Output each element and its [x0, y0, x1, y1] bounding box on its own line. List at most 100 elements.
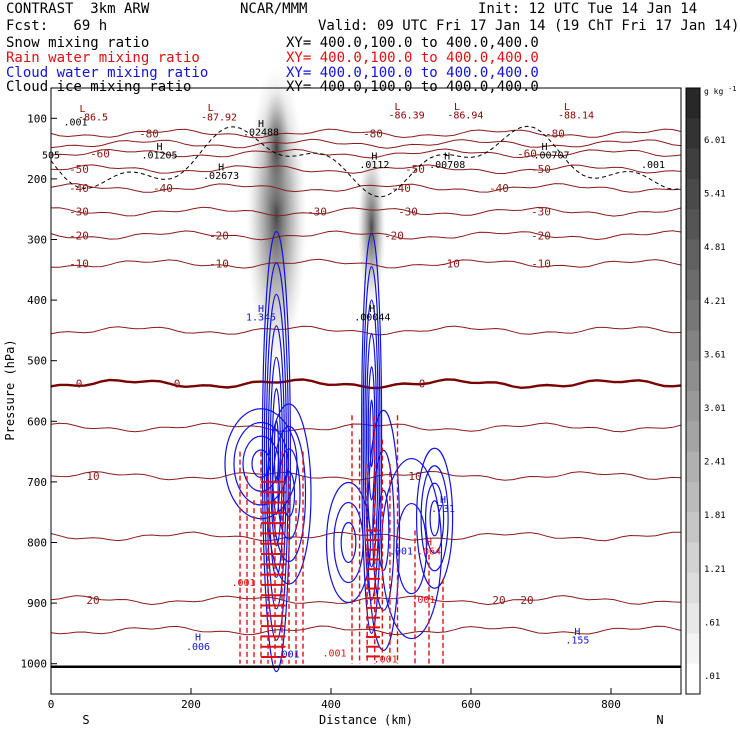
x-tick-label: 600: [461, 698, 481, 711]
temperature-contour-label: -80: [139, 127, 159, 140]
temperature-contour-label: -40: [391, 182, 411, 195]
contour-annotation: -88.14: [558, 110, 594, 121]
temperature-contour-label: -40: [489, 182, 509, 195]
legend-rain-label: Rain water mixing ratio: [6, 50, 200, 66]
temperature-contour-label: 20: [520, 594, 533, 607]
contour-annotation: .001: [322, 648, 346, 659]
contour-annotation: H: [440, 495, 446, 506]
cloud-water-contour: [380, 457, 443, 640]
x-end-left: S: [82, 713, 89, 727]
contour-annotation: .02673: [203, 171, 239, 182]
x-axis-label: Distance (km): [319, 713, 413, 727]
y-tick-label: 500: [27, 355, 47, 368]
y-axis-label: Pressure (hPa): [3, 339, 17, 440]
contour-annotation: H: [369, 304, 375, 315]
colorbar-label: .61: [704, 618, 720, 628]
cloud-water-contour: [395, 502, 428, 595]
temperature-contour-label: 10: [86, 470, 99, 483]
y-tick-label: 100: [27, 112, 47, 125]
temperature-contour-label: -10: [531, 258, 551, 271]
x-end-right: N: [656, 713, 663, 727]
temperature-contour-label: -60: [90, 147, 110, 160]
temperature-contour-label: -40: [69, 182, 89, 195]
colorbar-label: 4.21: [704, 297, 726, 307]
contour-annotation: 1.345: [246, 313, 276, 324]
contour-annotation: .064: [417, 547, 441, 558]
temperature-contour-label: 0: [76, 378, 83, 391]
contour-annotation: .001: [374, 654, 398, 665]
temperature-contour-label: -30: [531, 206, 551, 219]
cloud-water-contour: [420, 465, 449, 572]
contour-annotation: H: [426, 538, 432, 549]
contour-annotation: L: [454, 102, 460, 113]
temperature-contour-label: -30: [398, 206, 418, 219]
colorbar-swatch: [686, 603, 700, 634]
colorbar-swatch: [686, 360, 700, 392]
x-tick-label: 800: [601, 698, 621, 711]
temperature-contour-label: -80: [363, 127, 383, 140]
colorbar-swatch: [686, 118, 700, 150]
colorbar-swatch: [686, 239, 700, 271]
temperature-contour-label: -20: [531, 229, 551, 242]
contour-annotation: .001: [231, 578, 255, 589]
temperature-contour-label: 20: [86, 594, 99, 607]
legend-cloud-water-label: Cloud water mixing ratio: [6, 65, 209, 81]
cloud-water-contour: [364, 299, 379, 568]
temperature-contour: [50, 128, 682, 139]
contour-annotation: .155: [565, 636, 589, 647]
contour-annotation: .001: [389, 547, 413, 558]
snow-plume-main-core: [262, 88, 291, 209]
colorbar-unit: g kg -1: [704, 85, 737, 96]
temperature-contour: [50, 148, 682, 159]
colorbar-swatch: [686, 178, 700, 210]
y-tick-label: 800: [27, 537, 47, 550]
colorbar-swatch: [686, 88, 700, 119]
contour-annotation: -86.5: [78, 113, 108, 124]
contour-annotation: H: [371, 152, 377, 163]
cloud-water-contour: [340, 521, 357, 564]
cloud-water-contour: [271, 388, 281, 516]
colorbar-label: 2.41: [704, 458, 726, 468]
y-tick-label: 400: [27, 294, 47, 307]
contour-annotation: .02488: [243, 127, 279, 138]
cloud-water-contour: [362, 266, 381, 601]
colorbar-swatch: [686, 269, 700, 301]
temperature-contour-label: -10: [69, 258, 89, 271]
cloud-water-contour: [267, 325, 285, 578]
legend-rain-xy: XY= 400.0,100.0 to 400.0,400.0: [286, 50, 539, 66]
colorbar-label: 1.81: [704, 511, 726, 521]
contour-annotation: H: [258, 119, 264, 130]
contour-annotation: .00708: [429, 160, 465, 171]
temperature-contour-label: -50: [405, 163, 425, 176]
temperature-contour: [50, 378, 682, 390]
colorbar-label: 6.01: [704, 136, 726, 146]
colorbar-swatch: [686, 148, 700, 180]
contour-annotation: H: [574, 627, 580, 638]
temperature-contour: [50, 325, 682, 336]
contour-annotation: -86.94: [447, 110, 483, 121]
contour-annotation: -87.92: [201, 113, 237, 124]
temperature-contour: [50, 470, 682, 481]
y-tick-label: 1000: [21, 658, 48, 671]
contour-annotation: L: [564, 102, 570, 113]
x-tick-label: 400: [321, 698, 341, 711]
temperature-contour-label: -50: [69, 163, 89, 176]
temperature-contour: [50, 422, 682, 433]
y-tick-label: 900: [27, 597, 47, 610]
cloud-water-contour: [366, 332, 378, 535]
colorbar-swatch: [686, 663, 700, 695]
contour-annotation: L: [208, 103, 214, 114]
legend-snow-label: Snow mixing ratio: [6, 35, 150, 51]
temperature-contour-label: -30: [69, 206, 89, 219]
contour-annotation: H: [156, 142, 162, 153]
temperature-contour-label: -40: [153, 182, 173, 195]
cloud-water-contour: [333, 501, 364, 584]
y-tick-label: 600: [27, 415, 47, 428]
org-title: NCAR/MMM: [240, 1, 308, 17]
cloud-water-contour: [425, 482, 445, 554]
colorbar-label: 5.41: [704, 190, 726, 200]
cloud-water-contour: [325, 481, 372, 604]
cloud-water-contour: [429, 500, 440, 537]
contour-annotation: .00044: [354, 313, 390, 324]
